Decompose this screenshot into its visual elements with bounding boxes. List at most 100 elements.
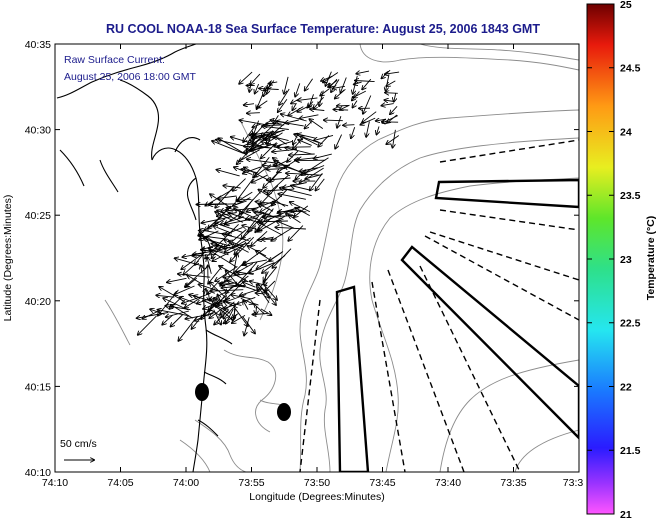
- current-annotation-line1: Raw Surface Current:: [64, 54, 165, 66]
- current-vector: [385, 72, 400, 74]
- current-vector: [333, 86, 345, 88]
- colorbar-tick-labels: 25 24.5 24 23.5 23 22.5 22 21.5 21: [620, 0, 641, 518]
- current-vector: [213, 226, 232, 234]
- surface-current-vectors: [137, 69, 400, 341]
- current-vector: [376, 119, 387, 121]
- y-axis-tick-labels: 40:35 40:30 40:25 40:20 40:15 40:10: [25, 39, 51, 479]
- current-vector: [351, 127, 356, 138]
- current-vector: [236, 178, 254, 201]
- current-vector: [185, 297, 202, 308]
- current-vector: [218, 196, 237, 198]
- current-vector: [243, 282, 256, 288]
- current-vector: [244, 104, 255, 105]
- current-vector: [167, 277, 187, 282]
- current-vector: [323, 72, 339, 83]
- current-vector: [170, 295, 183, 309]
- current-vector: [204, 295, 226, 315]
- y-axis-label: Latitude (Degrees:Minutes): [2, 195, 14, 322]
- y-tick-label: 40:35: [25, 39, 51, 51]
- y-tick-label: 40:15: [25, 381, 51, 393]
- y-tick-label: 40:30: [25, 125, 51, 137]
- current-vector: [226, 308, 234, 323]
- current-vector: [297, 106, 307, 112]
- current-vector: [210, 282, 225, 297]
- x-axis-tick-labels: 74:10 74:05 74:00 73:55 73:50 73:45 73:4…: [42, 477, 584, 489]
- current-vector: [178, 315, 198, 341]
- colorbar-tick-label: 21.5: [620, 445, 641, 457]
- current-vector: [199, 284, 221, 292]
- current-vector: [285, 119, 299, 123]
- vector-scale-label: 50 cm/s: [60, 438, 97, 450]
- current-vector: [316, 178, 325, 191]
- current-vector: [279, 88, 290, 105]
- current-vector: [278, 194, 306, 200]
- current-vector: [217, 210, 243, 223]
- current-vector: [263, 284, 277, 300]
- current-vector: [250, 134, 269, 141]
- axis-ticks: [54, 43, 580, 473]
- current-vector: [267, 178, 291, 180]
- current-vector: [183, 252, 204, 257]
- current-vector: [310, 173, 323, 190]
- x-tick-label: 74:00: [173, 477, 199, 489]
- current-vector: [274, 140, 293, 146]
- current-vector: [249, 262, 275, 273]
- colorbar-tick-label: 23.5: [620, 190, 641, 202]
- current-vector: [233, 308, 236, 321]
- current-vector: [201, 302, 215, 320]
- buoy-marker: [195, 383, 209, 401]
- current-vector: [307, 101, 314, 108]
- current-vector: [305, 78, 313, 91]
- current-vector: [200, 230, 232, 236]
- current-vector: [269, 251, 284, 262]
- current-vector: [208, 291, 209, 301]
- colorbar-tick-label: 24: [620, 127, 632, 139]
- current-vector: [298, 98, 318, 101]
- current-vector: [207, 280, 221, 294]
- current-vector: [272, 188, 288, 206]
- current-vector: [217, 212, 237, 217]
- current-vector: [185, 266, 208, 287]
- survey-track-lines: [299, 139, 579, 472]
- current-vector: [264, 84, 272, 91]
- current-vector: [343, 125, 355, 126]
- current-vector: [304, 165, 325, 174]
- current-vector: [201, 266, 203, 274]
- current-vector: [260, 308, 272, 315]
- current-vector: [288, 225, 304, 241]
- current-vector: [337, 116, 342, 128]
- current-vector: [291, 97, 302, 104]
- current-vector: [232, 253, 237, 275]
- current-vector: [285, 148, 313, 155]
- current-vector: [353, 100, 358, 108]
- current-vector: [287, 150, 299, 162]
- current-vector: [182, 293, 211, 304]
- current-vector: [213, 309, 221, 325]
- current-vector: [274, 137, 289, 142]
- current-vector: [271, 226, 294, 241]
- current-vector: [207, 258, 212, 274]
- current-vector: [239, 149, 260, 162]
- current-vector: [189, 295, 198, 297]
- current-vector: [353, 90, 367, 97]
- current-vector: [220, 301, 235, 314]
- current-vector: [243, 166, 261, 174]
- current-vector: [267, 131, 273, 146]
- current-vector: [240, 297, 253, 304]
- current-vector: [255, 83, 260, 93]
- current-vector: [212, 141, 244, 154]
- colorbar-tick-label: 21: [620, 509, 632, 518]
- current-vector: [247, 113, 260, 114]
- sampling-area-outlines: [335, 178, 579, 472]
- current-vector: [382, 104, 394, 106]
- x-tick-label: 74:05: [107, 477, 133, 489]
- x-tick-label: 73:40: [435, 477, 461, 489]
- colorbar-ticks: [587, 3, 614, 515]
- current-vector: [220, 279, 228, 286]
- current-vector: [295, 83, 301, 96]
- current-vector: [233, 178, 246, 191]
- current-vector: [390, 105, 398, 114]
- current-vector: [284, 76, 289, 94]
- current-vector: [210, 306, 225, 318]
- current-vector: [224, 301, 238, 309]
